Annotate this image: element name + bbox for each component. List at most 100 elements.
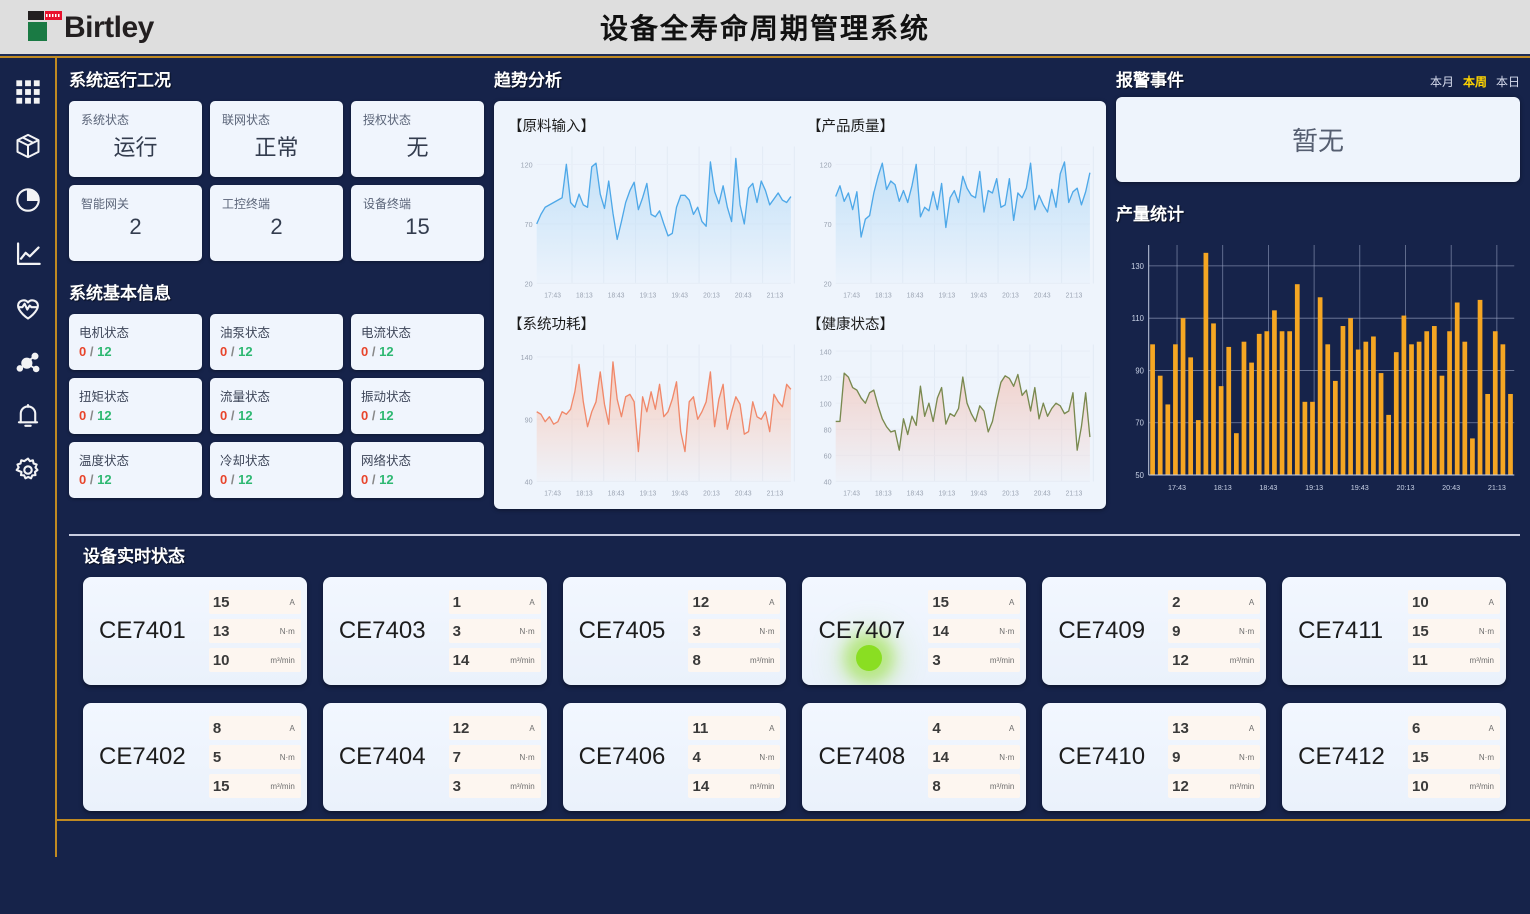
info-card[interactable]: 电流状态 0 / 12 xyxy=(351,314,484,370)
tab-today[interactable]: 本日 xyxy=(1495,75,1520,89)
svg-text:20:43: 20:43 xyxy=(1442,483,1460,492)
info-card[interactable]: 电机状态 0 / 12 xyxy=(69,314,202,370)
svg-text:18:13: 18:13 xyxy=(875,292,892,299)
device-card[interactable]: CE7409 2 A 9 N·m 12 m³/min xyxy=(1042,577,1267,685)
device-metric: 14 m³/min xyxy=(448,648,541,672)
trend-title: 趋势分析 xyxy=(494,71,562,90)
metric-value: 14 xyxy=(692,777,710,795)
metric-value: 10 xyxy=(212,651,230,669)
metric-unit: m³/min xyxy=(989,655,1015,665)
metric-unit: A xyxy=(769,723,775,733)
device-card[interactable]: CE7406 11 A 4 N·m 14 m³/min xyxy=(562,703,787,811)
svg-text:20: 20 xyxy=(824,279,832,288)
metric-unit: m³/min xyxy=(1229,781,1255,791)
svg-text:20:43: 20:43 xyxy=(735,490,752,497)
metric-value: 8 xyxy=(212,719,222,737)
heartbeat-icon[interactable] xyxy=(14,294,42,322)
basic-info-title: 系统基本信息 xyxy=(69,284,171,303)
metric-value: 7 xyxy=(452,748,461,766)
device-card[interactable]: CE7401 15 A 13 N·m 10 m³/min xyxy=(83,577,307,685)
info-sep: / xyxy=(89,408,94,423)
info-good: 12 xyxy=(379,472,394,487)
bell-icon[interactable] xyxy=(14,402,42,430)
svg-text:18:43: 18:43 xyxy=(608,490,625,497)
metric-unit: A xyxy=(529,597,535,607)
device-metric: 3 m³/min xyxy=(928,648,1021,672)
metric-value: 15 xyxy=(212,593,230,611)
svg-text:20:13: 20:13 xyxy=(1396,483,1414,492)
device-metrics: 13 A 9 N·m 12 m³/min xyxy=(1168,710,1266,804)
metric-unit: A xyxy=(289,723,295,733)
info-label: 流量状态 xyxy=(220,390,271,404)
devices-section: 设备实时状态 CE7401 15 A 13 N·m 10 m³/min CE740… xyxy=(69,534,1520,811)
metric-value: 3 xyxy=(452,777,461,795)
info-card[interactable]: 网络状态 0 / 12 xyxy=(351,442,484,498)
device-metric: 10 m³/min xyxy=(1407,774,1500,798)
trend-chart-title: 【产品质量】 xyxy=(807,119,894,135)
tab-this-week[interactable]: 本周 xyxy=(1462,75,1487,89)
device-card[interactable]: CE7407 15 A 14 N·m 3 m³/min xyxy=(802,577,1027,685)
gear-icon[interactable] xyxy=(14,456,42,484)
metric-value: 13 xyxy=(1172,719,1189,737)
kpi-card[interactable]: 设备终端 15 xyxy=(351,185,484,261)
info-card[interactable]: 振动状态 0 / 12 xyxy=(351,378,484,434)
line-chart-svg: 40 90 140 17:43 18:13 18:43 19:13 19:43 20:13 20:… xyxy=(521,344,795,498)
device-card[interactable]: CE7403 1 A 3 N·m 14 m³/min xyxy=(322,577,547,685)
page-title: 设备全寿命周期管理系统 xyxy=(599,13,930,44)
pie-chart-icon[interactable] xyxy=(14,186,42,214)
svg-text:21:13: 21:13 xyxy=(1066,292,1083,299)
svg-text:40: 40 xyxy=(824,477,832,486)
info-card[interactable]: 冷却状态 0 / 12 xyxy=(210,442,343,498)
svg-text:40: 40 xyxy=(525,477,533,486)
svg-text:21:13: 21:13 xyxy=(1066,490,1083,497)
device-card[interactable]: CE7411 10 A 15 N·m 11 m³/min xyxy=(1282,577,1506,685)
device-metric: 3 N·m xyxy=(688,619,781,643)
svg-text:20:13: 20:13 xyxy=(1002,490,1019,497)
info-bad: 0 xyxy=(79,408,87,423)
info-card[interactable]: 油泵状态 0 / 12 xyxy=(210,314,343,370)
device-card[interactable]: CE7408 4 A 14 N·m 8 m³/min xyxy=(802,703,1027,811)
svg-text:18:13: 18:13 xyxy=(576,292,593,299)
kpi-card[interactable]: 联网状态 正常 xyxy=(210,101,343,177)
tab-this-month[interactable]: 本月 xyxy=(1429,75,1454,89)
alarm-title: 报警事件 xyxy=(1116,71,1184,90)
info-card[interactable]: 流量状态 0 / 12 xyxy=(210,378,343,434)
info-sep: / xyxy=(371,344,376,359)
info-label: 温度状态 xyxy=(79,454,130,468)
info-good: 12 xyxy=(238,344,253,359)
info-bad: 0 xyxy=(361,408,369,423)
metric-value: 12 xyxy=(452,719,470,737)
device-card[interactable]: CE7410 13 A 9 N·m 12 m³/min xyxy=(1042,703,1267,811)
metric-value: 4 xyxy=(932,719,941,737)
kpi-card[interactable]: 授权状态 无 xyxy=(351,101,484,177)
device-card[interactable]: CE7402 8 A 5 N·m 15 m³/min xyxy=(83,703,307,811)
svg-text:19:13: 19:13 xyxy=(640,292,657,299)
device-metrics: 6 A 15 N·m 10 m³/min xyxy=(1407,710,1506,804)
molecule-icon[interactable] xyxy=(14,348,42,376)
device-metrics: 8 A 5 N·m 15 m³/min xyxy=(208,710,307,804)
metric-value: 11 xyxy=(1411,651,1428,669)
kpi-value: 正常 xyxy=(254,135,299,160)
device-card[interactable]: CE7404 12 A 7 N·m 3 m³/min xyxy=(322,703,547,811)
grid-icon[interactable] xyxy=(14,78,42,106)
metric-unit: N·m xyxy=(519,626,535,636)
device-metric: 6 A xyxy=(1407,716,1500,740)
svg-text:21:13: 21:13 xyxy=(767,292,784,299)
info-card[interactable]: 温度状态 0 / 12 xyxy=(69,442,202,498)
device-name: CE7412 xyxy=(1298,743,1385,770)
device-metric: 13 N·m xyxy=(208,619,301,643)
kpi-label: 设备终端 xyxy=(363,197,412,211)
kpi-card[interactable]: 工控终端 2 xyxy=(210,185,343,261)
info-card[interactable]: 扭矩状态 0 / 12 xyxy=(69,378,202,434)
kpi-card[interactable]: 智能网关 2 xyxy=(69,185,202,261)
kpi-card[interactable]: 系统状态 运行 xyxy=(69,101,202,177)
cube-icon[interactable] xyxy=(14,132,42,160)
info-label: 扭矩状态 xyxy=(79,390,130,404)
devices-grid: CE7401 15 A 13 N·m 10 m³/min CE7403 1 A 3… xyxy=(83,577,1506,811)
line-chart-icon[interactable] xyxy=(14,240,42,268)
device-card[interactable]: CE7405 12 A 3 N·m 8 m³/min xyxy=(562,577,787,685)
device-name: CE7410 xyxy=(1058,743,1146,770)
trend-chart-product-quality: 【产品质量】 20 70 120 17:43 18:13 18:43 19:13 19:43 2… xyxy=(801,109,1098,305)
device-card[interactable]: CE7412 6 A 15 N·m 10 m³/min xyxy=(1282,703,1506,811)
device-metrics: 15 A 13 N·m 10 m³/min xyxy=(208,584,307,678)
